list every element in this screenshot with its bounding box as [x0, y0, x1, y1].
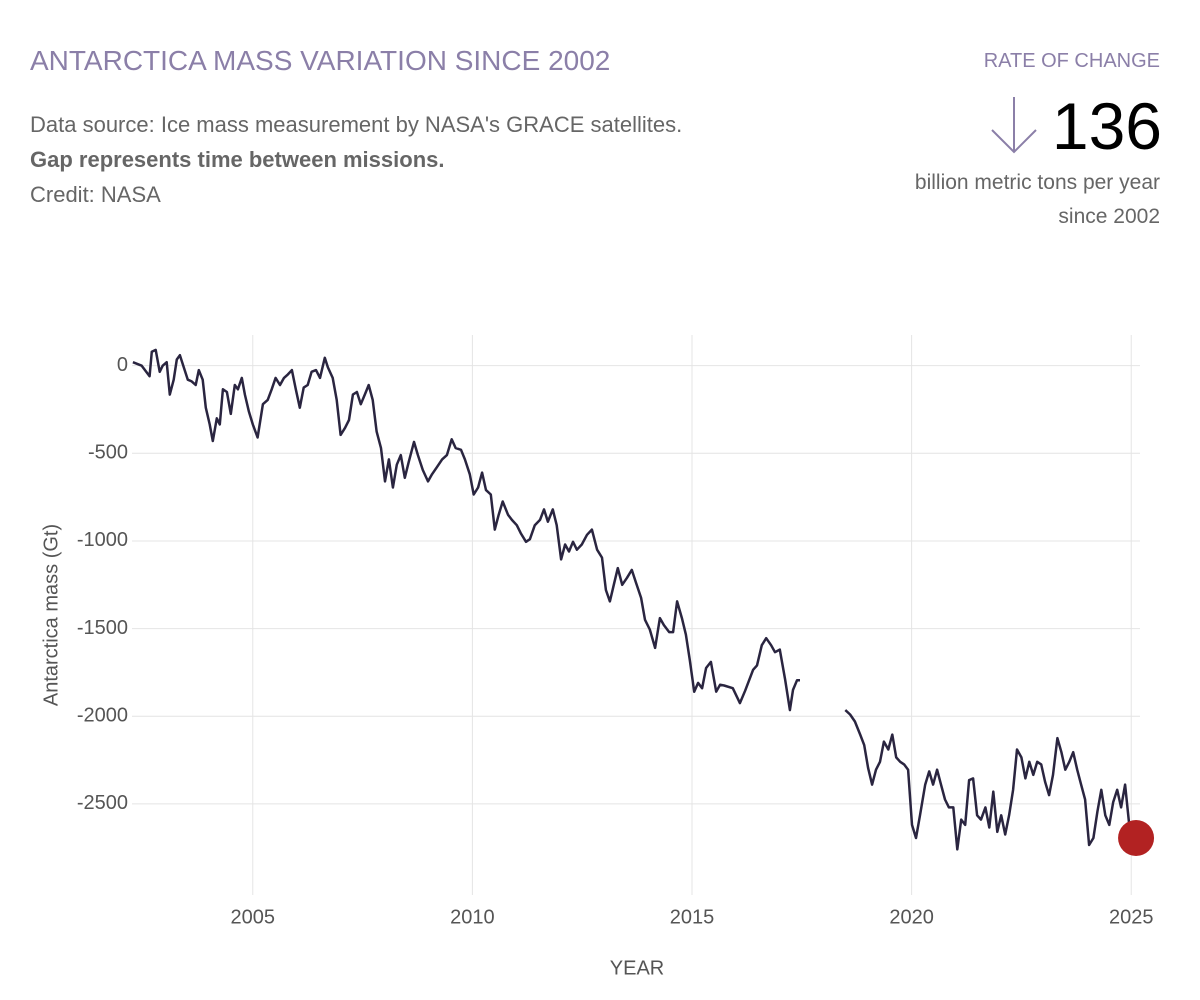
x-tick-label: 2005: [231, 906, 276, 928]
y-axis-label: Antarctica mass (Gt): [40, 524, 62, 706]
rate-unit: billion metric tons per year since 2002: [914, 171, 1160, 228]
subtitle: Credit: NASA: [30, 182, 161, 207]
down-arrow: [991, 97, 1037, 154]
y-tick-label: -1000: [77, 529, 128, 551]
x-tick-label: 2020: [889, 906, 934, 928]
y-tick-label: -500: [88, 442, 128, 464]
chart-title: ANTARCTICA MASS VARIATION SINCE 2002: [30, 45, 611, 76]
subtitle: Gap represents time between missions.: [30, 147, 445, 172]
subtitle: Data source: Ice mass measurement by NAS…: [30, 112, 683, 137]
y-tick-label: -2000: [77, 705, 128, 727]
x-tick-label: 2025: [1109, 906, 1154, 928]
y-tick-label: 0: [117, 354, 128, 376]
y-tick-label: -2500: [77, 792, 128, 814]
rate-label: RATE OF CHANGE: [983, 50, 1160, 72]
y-tick-label: -1500: [77, 617, 128, 639]
latest-point: [1118, 820, 1155, 857]
line: [132, 348, 1138, 851]
x-axis-label: YEAR: [610, 957, 664, 979]
rate-value: 136: [1051, 89, 1162, 163]
x-tick-label: 2015: [670, 906, 715, 928]
x-tick-label: 2010: [450, 906, 495, 928]
